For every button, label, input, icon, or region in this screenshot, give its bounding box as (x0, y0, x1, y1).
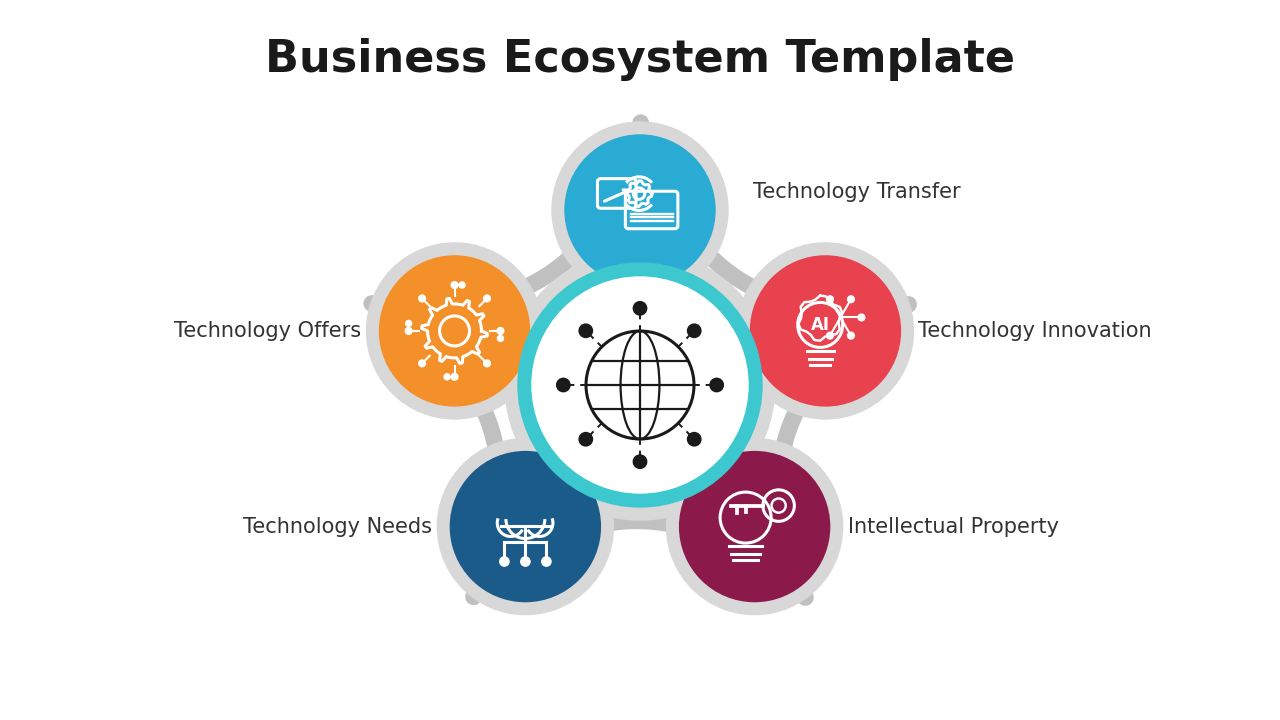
Text: Business Ecosystem Template: Business Ecosystem Template (265, 38, 1015, 81)
FancyArrowPatch shape (641, 122, 890, 315)
Text: Technology Innovation: Technology Innovation (919, 321, 1152, 341)
Circle shape (419, 295, 425, 302)
Circle shape (680, 451, 829, 602)
Text: Technology Offers: Technology Offers (174, 321, 361, 341)
Circle shape (687, 324, 701, 338)
Circle shape (451, 282, 458, 289)
Circle shape (541, 557, 550, 566)
Circle shape (737, 243, 914, 419)
Circle shape (451, 451, 600, 602)
Circle shape (750, 256, 900, 406)
Circle shape (532, 277, 748, 493)
Circle shape (847, 296, 854, 302)
Text: Technology Needs: Technology Needs (243, 516, 433, 536)
Text: AI: AI (810, 316, 829, 334)
Text: Technology Transfer: Technology Transfer (753, 182, 960, 202)
Circle shape (484, 295, 490, 302)
Circle shape (564, 135, 716, 285)
Circle shape (518, 263, 762, 507)
Circle shape (634, 302, 646, 315)
Circle shape (552, 122, 728, 298)
Circle shape (521, 557, 530, 566)
Circle shape (451, 374, 458, 380)
Circle shape (579, 433, 593, 446)
Circle shape (444, 374, 451, 380)
Text: Intellectual Property: Intellectual Property (847, 516, 1059, 536)
Circle shape (506, 250, 774, 520)
Circle shape (858, 314, 865, 321)
Circle shape (484, 360, 490, 366)
Circle shape (847, 332, 854, 339)
Circle shape (460, 282, 465, 288)
Circle shape (579, 324, 593, 338)
Circle shape (827, 296, 833, 302)
Circle shape (827, 332, 833, 339)
Circle shape (498, 336, 503, 341)
Circle shape (380, 256, 530, 406)
FancyArrowPatch shape (388, 313, 499, 597)
Circle shape (419, 360, 425, 366)
Circle shape (406, 320, 412, 326)
Circle shape (499, 557, 509, 566)
Circle shape (497, 328, 504, 334)
Circle shape (438, 438, 613, 615)
Circle shape (667, 438, 842, 615)
FancyArrowPatch shape (780, 305, 909, 580)
FancyArrowPatch shape (371, 140, 639, 307)
Circle shape (687, 433, 701, 446)
FancyArrowPatch shape (489, 521, 805, 598)
Circle shape (406, 328, 412, 334)
Circle shape (366, 243, 543, 419)
Circle shape (710, 378, 723, 392)
Circle shape (634, 455, 646, 469)
Circle shape (557, 378, 570, 392)
